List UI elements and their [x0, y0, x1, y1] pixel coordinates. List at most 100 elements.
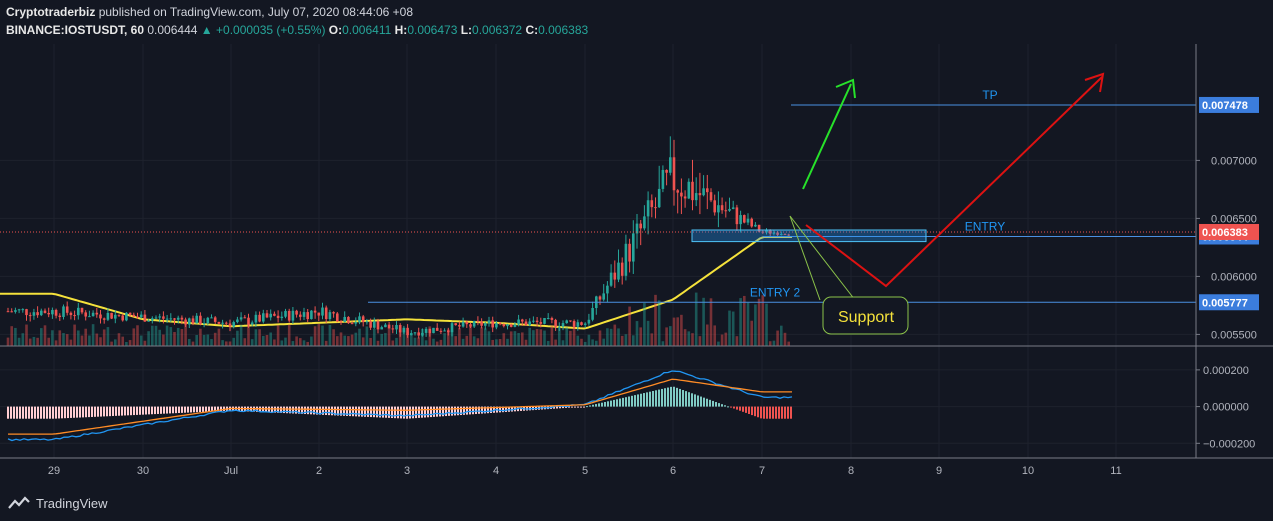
- up-triangle-icon: ▲: [200, 23, 213, 37]
- price-chart[interactable]: TP0.007478ENTRY0.006344ENTRY 20.0057770.…: [0, 44, 1273, 493]
- volume-bar: [772, 340, 776, 346]
- volume-bar: [580, 338, 583, 346]
- volume-bar: [421, 328, 424, 346]
- volume-bar: [121, 336, 124, 346]
- candle-body: [125, 312, 128, 321]
- author-name[interactable]: Cryptotraderbiz: [6, 5, 96, 19]
- volume-bar: [532, 330, 535, 346]
- macd-histogram-bar: [433, 406, 435, 417]
- macd-histogram-bar: [442, 406, 444, 417]
- macd-histogram-bar: [16, 406, 18, 419]
- moving-average-layer: [0, 236, 792, 330]
- price-levels-layer: TP0.007478ENTRY0.006344ENTRY 20.0057770.…: [0, 88, 1259, 311]
- volume-bar: [324, 340, 328, 346]
- volume-bar: [595, 340, 598, 346]
- volume-bar: [258, 329, 261, 346]
- candle-body: [432, 327, 435, 334]
- macd-histogram-bar: [781, 406, 783, 419]
- volume-bar: [609, 328, 613, 346]
- volume-bar: [265, 334, 269, 346]
- candle-body: [54, 309, 58, 316]
- candle-body: [417, 332, 420, 336]
- macd-histogram-bar: [601, 402, 603, 407]
- volume-bar: [406, 331, 409, 346]
- macd-histogram-bar: [160, 406, 162, 414]
- macd-histogram-bar: [568, 406, 570, 408]
- volume-bar: [202, 334, 206, 346]
- volume-bar: [14, 327, 17, 346]
- candle-body: [454, 323, 457, 326]
- macd-histogram-bar: [778, 406, 780, 419]
- macd-histogram-bar: [388, 406, 390, 418]
- macd-histogram-bar: [181, 406, 183, 413]
- macd-histogram-bar: [25, 406, 27, 419]
- macd-histogram-bar: [352, 406, 354, 417]
- macd-histogram-bar: [469, 406, 471, 415]
- candle-body: [158, 316, 161, 318]
- macd-histogram-bar: [391, 406, 393, 419]
- open-value: 0.006411: [342, 23, 392, 37]
- volume-bar: [687, 331, 691, 346]
- macd-histogram-bar: [490, 406, 492, 413]
- candle-body: [676, 190, 679, 193]
- macd-histogram-bar: [697, 395, 699, 407]
- callout-connector: [789, 215, 856, 301]
- volume-bar: [232, 337, 235, 346]
- macd-histogram-bar: [202, 406, 204, 412]
- support-callout-text: Support: [838, 309, 895, 326]
- macd-histogram-bar: [745, 406, 747, 413]
- macd-histogram-bar: [460, 406, 462, 416]
- close-value: 0.006383: [538, 23, 589, 37]
- macd-histogram-bar: [718, 403, 720, 407]
- macd-histogram-bar: [154, 406, 156, 415]
- time-tick-label: 11: [1110, 465, 1121, 477]
- macd-histogram-bar: [169, 406, 171, 414]
- macd-histogram-bar: [121, 406, 123, 416]
- volume-bar: [643, 303, 646, 346]
- volume-bar: [184, 324, 187, 346]
- macd-histogram-bar: [421, 406, 423, 418]
- tradingview-footer[interactable]: TradingView: [8, 493, 108, 513]
- volume-bar: [210, 339, 213, 346]
- candle-body: [698, 193, 702, 196]
- candle-body: [106, 312, 110, 320]
- candle-body: [724, 210, 728, 212]
- macd-histogram-bar: [475, 406, 477, 415]
- candles-layer: [6, 136, 790, 339]
- volume-bar: [125, 341, 128, 346]
- candle-body: [77, 307, 80, 316]
- macd-histogram-bar: [595, 404, 597, 407]
- volume-bar: [84, 328, 87, 346]
- macd-histogram-bar: [382, 406, 384, 418]
- low-label: L:: [460, 23, 473, 37]
- macd-histogram-bar: [334, 406, 336, 416]
- macd-histogram-bar: [172, 406, 174, 414]
- candle-body: [691, 181, 694, 201]
- macd-histogram-bar: [385, 406, 387, 418]
- macd-histogram-bar: [190, 406, 192, 413]
- candle-body: [476, 320, 480, 322]
- candle-body: [173, 318, 176, 320]
- macd-histogram-bar: [178, 406, 180, 414]
- candle-body: [14, 310, 17, 312]
- macd-histogram-bar: [316, 406, 318, 415]
- volume-bar: [558, 327, 561, 346]
- volume-bar: [458, 328, 461, 346]
- symbol-label[interactable]: BINANCE:IOSTUSDT, 60: [6, 23, 145, 37]
- moving-average-line: [0, 236, 792, 330]
- volume-bar: [343, 335, 346, 346]
- macd-histogram-bar: [31, 406, 33, 419]
- candle-body: [546, 318, 550, 320]
- volume-bar: [702, 297, 705, 346]
- macd-histogram-bar: [712, 400, 714, 407]
- candle-body: [558, 326, 561, 328]
- volume-bar: [295, 336, 298, 346]
- macd-histogram-bar: [103, 406, 105, 417]
- macd-histogram-bar: [445, 406, 447, 417]
- macd-histogram-bar: [667, 387, 669, 407]
- volume-bar: [132, 328, 136, 346]
- macd-histogram-bar: [412, 406, 414, 419]
- volume-bar: [524, 339, 528, 346]
- price-tick-label: 0.007000: [1211, 155, 1257, 167]
- volume-bar: [606, 328, 609, 346]
